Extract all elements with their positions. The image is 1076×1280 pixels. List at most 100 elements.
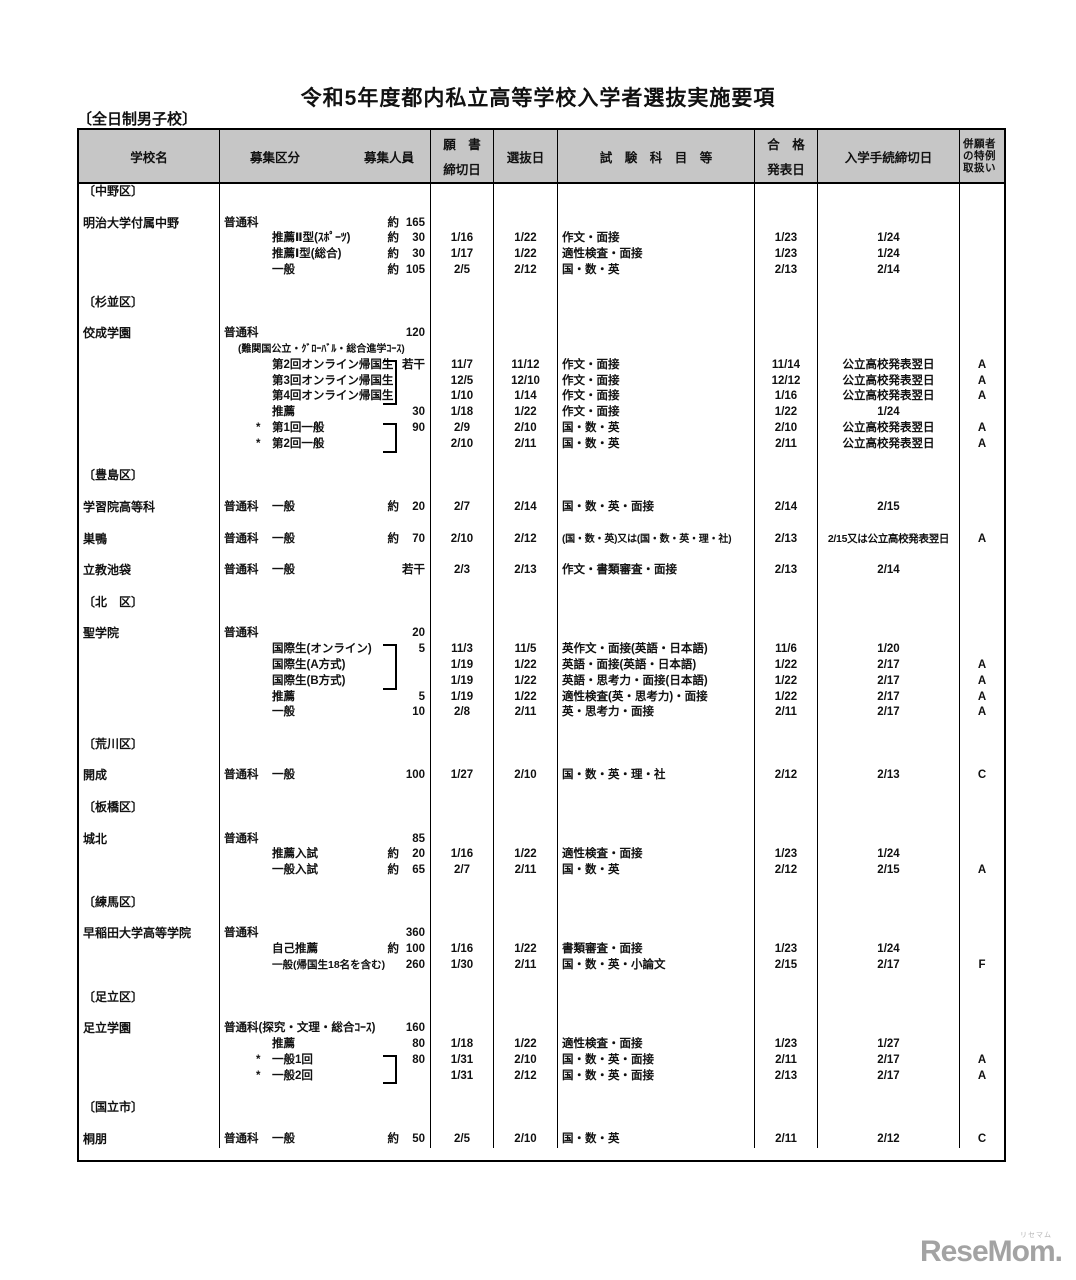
category-cell xyxy=(220,784,431,801)
application-deadline-cell xyxy=(431,736,494,753)
app-deadline-value: 11/7 xyxy=(451,358,473,371)
exam-date-cell: 2/10 xyxy=(494,1131,558,1148)
application-deadline-cell xyxy=(431,831,494,848)
capacity-value: 50 xyxy=(412,1132,425,1145)
announce-date-value: 2/11 xyxy=(775,1053,797,1066)
spacer-row xyxy=(79,1084,1004,1101)
special-treatment-cell: C xyxy=(960,768,1004,784)
subjects-cell xyxy=(558,973,755,990)
procedure-deadline-value: 1/20 xyxy=(877,643,900,656)
subjects-value: 国・数・英・面接 xyxy=(562,1053,654,1066)
exam-date-cell: 1/22 xyxy=(494,673,558,690)
subjects-cell: 作文・面接 xyxy=(558,357,755,374)
school-name: 開成 xyxy=(83,768,108,783)
subjects-cell xyxy=(558,199,755,216)
announce-date-value: 1/22 xyxy=(774,674,798,687)
subjects-cell xyxy=(558,594,755,611)
exam-date-cell xyxy=(494,879,558,895)
subjects-value: 作文・面接 xyxy=(562,390,620,403)
category-cell: 第4回オンライン帰国生 xyxy=(220,389,431,406)
school-name: 桐朋 xyxy=(83,1131,108,1146)
subjects-value: 英作文・面接(英語・日本語) xyxy=(562,643,708,656)
exam-date-value: 2/12 xyxy=(514,532,537,545)
approx-label: 約 xyxy=(387,248,400,261)
header-announce-bottom: 発表日 xyxy=(767,163,805,177)
approx-label: 約 xyxy=(387,232,400,245)
announce-date-cell xyxy=(755,1005,818,1022)
application-deadline-cell xyxy=(431,1116,494,1132)
table-row: (難関国公立・ｸﾞﾛｰﾊﾞﾙ・総合進学ｺｰｽ) xyxy=(79,341,1004,358)
table-row: 推薦Ⅰ型(総合) 約 30 1/17 1/22 適性検査・面接 1/23 1/24 xyxy=(79,247,1004,263)
special-treatment-cell xyxy=(960,942,1004,958)
exam-date-cell xyxy=(494,926,558,943)
exam-date-cell: 2/11 xyxy=(494,863,558,880)
subjects-cell xyxy=(558,626,755,643)
announce-date-cell xyxy=(755,341,818,358)
table-row: 足立学園 普通科(探究・文理・総合ｺｰｽ) 160 xyxy=(79,1021,1004,1038)
category-cell xyxy=(220,815,431,832)
subjects-cell: (国・数・英)又は(国・数・英・理・社) xyxy=(558,531,755,548)
special-treatment-cell xyxy=(960,832,1004,848)
application-deadline-cell xyxy=(431,341,494,358)
procedure-deadline-value: 1/24 xyxy=(877,943,900,956)
special-treatment-cell xyxy=(960,326,1004,342)
exam-date-cell: 1/22 xyxy=(494,231,558,248)
exam-date-cell xyxy=(494,973,558,990)
procedure-deadline-cell xyxy=(818,610,960,627)
category-label: 国際生(A方式) xyxy=(272,658,346,671)
school-cell xyxy=(79,752,220,769)
subjects-value: 英語・思考力・面接(日本語) xyxy=(562,674,708,687)
procedure-deadline-value: 1/24 xyxy=(877,248,900,261)
spacer-row xyxy=(79,973,1004,990)
subjects-cell xyxy=(558,484,755,500)
subjects-cell: 国・数・英・小論文 xyxy=(558,958,755,974)
procedure-deadline-value: 2/15又は公立高校発表翌日 xyxy=(827,532,950,545)
ward-row: 〔板橋区〕 xyxy=(79,800,1004,816)
category-label: 普通科 xyxy=(224,564,259,577)
category-cell: 一般 10 xyxy=(220,705,431,722)
group-bracket xyxy=(383,359,397,406)
announce-date-cell: 2/13 xyxy=(755,262,818,279)
ward-label: 〔足立区〕 xyxy=(83,989,144,1004)
subjects-cell xyxy=(558,989,755,1006)
subjects-value: 国・数・英 xyxy=(562,864,620,877)
procedure-deadline-cell: 1/24 xyxy=(818,405,960,421)
capacity-value: 105 xyxy=(405,263,425,276)
subjects-value: (国・数・英)又は(国・数・英・理・社) xyxy=(562,533,732,545)
subjects-value: 作文・面接 xyxy=(562,232,620,245)
subjects-cell: 作文・面接 xyxy=(558,389,755,406)
announce-date-value: 2/11 xyxy=(775,437,797,450)
special-treatment-cell xyxy=(960,1084,1004,1100)
special-value: A xyxy=(977,864,987,877)
special-treatment-cell xyxy=(960,468,1004,484)
doc-subtitle: 〔全日制男子校〕 xyxy=(77,111,198,128)
school-cell: 〔荒川区〕 xyxy=(79,736,220,753)
announce-date-cell xyxy=(755,1100,818,1117)
exam-date-value: 2/13 xyxy=(514,564,537,577)
school-cell: 〔練馬区〕 xyxy=(79,894,220,911)
category-cell xyxy=(220,184,431,200)
approx-label: 約 xyxy=(387,263,400,276)
announce-date-value: 2/12 xyxy=(774,864,798,877)
announce-date-value: 2/12 xyxy=(774,769,798,782)
school-cell: 巣鴨 xyxy=(79,531,220,548)
exam-date-cell xyxy=(494,784,558,801)
procedure-deadline-value: 2/17 xyxy=(877,959,900,972)
announce-date-cell xyxy=(755,184,818,200)
exam-date-value: 2/12 xyxy=(514,263,537,276)
school-cell xyxy=(79,815,220,832)
application-deadline-cell xyxy=(431,800,494,816)
exam-date-cell: 1/22 xyxy=(494,405,558,421)
category-cell xyxy=(220,578,431,595)
special-treatment-cell xyxy=(960,579,1004,595)
announce-date-cell: 1/22 xyxy=(755,405,818,421)
school-cell xyxy=(79,547,220,564)
category-cell xyxy=(220,1116,431,1132)
category-cell xyxy=(220,1100,431,1117)
procedure-deadline-cell xyxy=(818,626,960,643)
group-bracket xyxy=(383,644,397,690)
exam-date-cell xyxy=(494,215,558,232)
procedure-deadline-cell xyxy=(818,184,960,200)
table-header: 学校名 募集区分 募集人員 願 書 締切日 選抜日 試 験 科 目 等 合 格 … xyxy=(79,130,1004,184)
